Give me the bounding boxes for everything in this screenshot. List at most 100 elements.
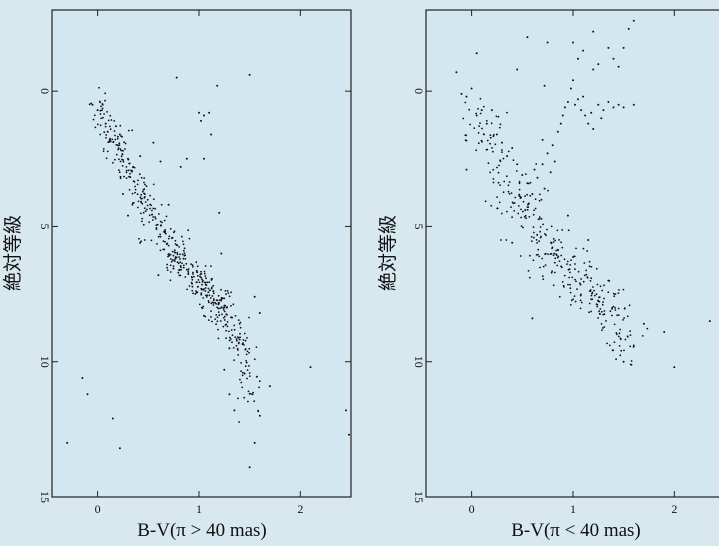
right-scatter-panel: 0 1 2 0 5 10 15 B-V(π < 40 mas) 絶対等級 xyxy=(377,9,719,541)
data-point xyxy=(511,241,514,244)
main-sequence-point xyxy=(246,377,248,380)
main-sequence-point xyxy=(182,266,185,269)
main-sequence-point xyxy=(217,311,220,313)
main-sequence-point xyxy=(160,224,162,227)
main-sequence-point xyxy=(241,343,244,346)
main-sequence-point xyxy=(143,177,146,180)
data-point xyxy=(218,211,221,214)
main-sequence-point xyxy=(119,124,122,127)
main-sequence-point xyxy=(100,105,102,108)
main-sequence-point xyxy=(623,307,626,309)
main-sequence-point xyxy=(246,369,249,371)
main-sequence-point xyxy=(515,170,518,172)
main-sequence-point xyxy=(102,148,105,150)
main-sequence-point xyxy=(212,299,215,302)
main-sequence-point xyxy=(132,201,135,204)
main-sequence-point xyxy=(118,158,120,161)
main-sequence-point xyxy=(151,219,154,221)
data-point xyxy=(258,312,261,314)
main-sequence-point xyxy=(603,284,605,287)
main-sequence-point xyxy=(248,372,251,374)
main-sequence-point xyxy=(107,119,110,122)
data-point xyxy=(602,109,605,112)
data-point xyxy=(587,239,590,241)
main-sequence-point xyxy=(114,158,116,161)
main-sequence-point xyxy=(569,283,571,286)
main-sequence-point xyxy=(158,213,160,215)
main-sequence-point xyxy=(152,207,155,210)
main-sequence-point xyxy=(568,276,571,279)
data-point xyxy=(526,36,529,39)
main-sequence-point xyxy=(236,339,238,342)
main-sequence-point xyxy=(534,207,537,210)
main-sequence-point xyxy=(597,317,599,319)
main-sequence-point xyxy=(179,258,181,260)
data-point xyxy=(584,114,587,117)
main-sequence-point xyxy=(166,263,169,266)
main-sequence-point xyxy=(223,310,226,313)
main-sequence-point xyxy=(211,295,214,297)
main-sequence-point xyxy=(210,265,212,267)
main-sequence-point xyxy=(561,246,564,249)
main-sequence-point xyxy=(88,103,91,106)
data-point xyxy=(531,193,534,195)
main-sequence-point xyxy=(244,348,247,350)
main-sequence-point xyxy=(641,335,644,337)
main-sequence-point xyxy=(572,255,575,258)
main-sequence-point xyxy=(120,149,122,152)
main-sequence-point xyxy=(501,151,503,154)
main-sequence-point xyxy=(240,362,243,364)
main-sequence-point xyxy=(215,323,218,326)
main-sequence-point xyxy=(560,241,562,244)
data-point xyxy=(516,163,519,166)
main-sequence-point xyxy=(558,295,561,298)
main-sequence-point xyxy=(104,125,107,128)
data-point xyxy=(203,314,205,317)
main-sequence-point xyxy=(520,216,522,219)
main-sequence-point xyxy=(154,217,157,220)
main-sequence-point xyxy=(500,212,503,215)
main-sequence-point xyxy=(204,290,207,292)
main-sequence-point xyxy=(187,273,190,276)
main-sequence-point xyxy=(191,285,194,288)
main-sequence-point xyxy=(590,310,592,313)
main-sequence-point xyxy=(580,301,583,304)
main-sequence-point xyxy=(575,247,577,250)
main-sequence-point xyxy=(157,235,160,238)
main-sequence-point xyxy=(614,309,617,311)
main-sequence-point xyxy=(529,254,531,257)
data-point xyxy=(253,441,256,444)
main-sequence-point xyxy=(589,280,592,282)
main-sequence-point xyxy=(99,133,102,136)
main-sequence-point xyxy=(525,173,527,176)
main-sequence-point xyxy=(220,288,222,291)
data-point xyxy=(590,111,593,114)
main-sequence-point xyxy=(182,264,185,267)
main-sequence-point xyxy=(174,243,177,245)
main-sequence-point xyxy=(105,157,108,160)
data-point xyxy=(533,168,536,171)
data-point xyxy=(121,193,124,195)
main-sequence-point xyxy=(116,137,119,140)
main-sequence-point xyxy=(167,255,169,258)
main-sequence-point xyxy=(496,196,498,199)
main-sequence-point xyxy=(216,299,219,302)
main-sequence-point xyxy=(118,144,121,147)
main-sequence-point xyxy=(191,278,194,281)
main-sequence-point xyxy=(570,259,572,261)
data-point xyxy=(86,393,89,396)
main-sequence-point xyxy=(207,291,210,294)
main-sequence-point xyxy=(469,123,471,126)
main-sequence-point xyxy=(615,332,618,334)
main-sequence-point xyxy=(240,370,243,372)
main-sequence-point xyxy=(552,237,555,240)
main-sequence-point xyxy=(183,252,186,254)
main-sequence-point xyxy=(556,229,559,232)
right-data-points xyxy=(455,19,719,369)
main-sequence-point xyxy=(209,289,211,292)
main-sequence-point xyxy=(507,150,510,153)
y-tick-label-15: 15 xyxy=(412,491,426,503)
main-sequence-point xyxy=(563,274,566,277)
main-sequence-point xyxy=(507,190,510,193)
data-point xyxy=(541,163,544,166)
